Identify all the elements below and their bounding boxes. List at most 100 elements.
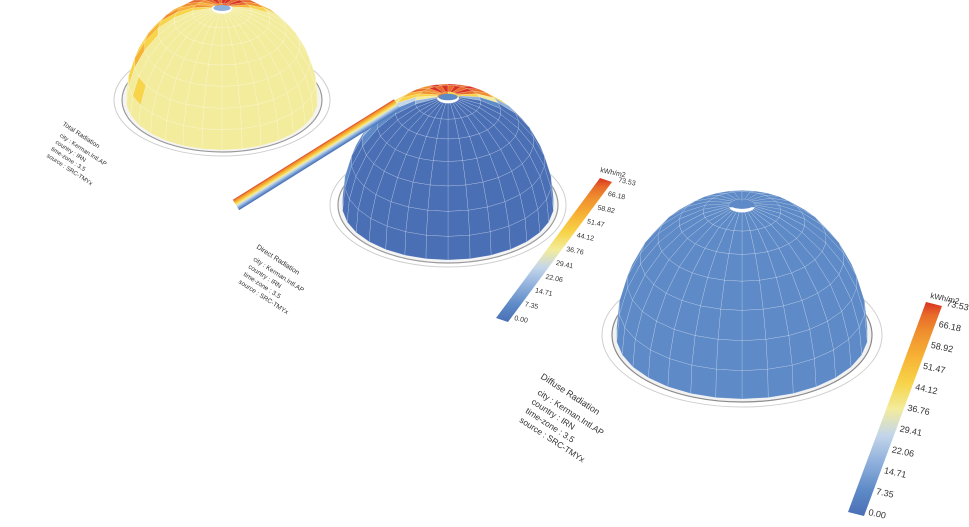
dome-patch xyxy=(221,64,239,87)
dome-patch xyxy=(788,329,815,366)
dome-patch xyxy=(752,201,780,206)
legend-tick-label: 7.35 xyxy=(875,486,894,499)
legend-tick-label: 14.71 xyxy=(534,288,553,299)
caption-total: Total Radiation city : Kerman.Intl.AP co… xyxy=(45,121,107,187)
dome-patch xyxy=(221,107,242,131)
dome-patch xyxy=(728,230,743,255)
dome-patch xyxy=(720,280,743,311)
legend-tick-label: 66.18 xyxy=(607,191,626,202)
caption-direct: Direct Radiation city : Kerman.Intl.AP c… xyxy=(237,244,305,317)
dome-patch xyxy=(249,36,271,60)
legend-tick-label: 73.53 xyxy=(618,177,637,188)
legend-tick-label: 29.41 xyxy=(899,424,923,438)
dome-patch xyxy=(458,96,481,105)
dome-patch xyxy=(754,251,777,281)
dome-patch xyxy=(221,85,241,109)
dome-patch xyxy=(778,213,806,233)
dome-patch xyxy=(765,335,793,370)
dome-patch xyxy=(404,231,427,260)
dome-patch xyxy=(449,85,462,93)
dome-patch xyxy=(183,104,205,129)
legend-tick-label: 14.71 xyxy=(883,465,907,479)
dome-patch xyxy=(741,368,769,400)
dome-total-cells xyxy=(126,0,318,151)
dome-patch xyxy=(778,243,806,274)
dome-patch xyxy=(482,177,506,208)
legend-tick-label: 0.00 xyxy=(868,507,887,520)
dome-patch xyxy=(182,125,203,150)
dome-patch xyxy=(221,128,243,151)
legend-tick-label: 51.47 xyxy=(586,219,605,230)
dome-patch xyxy=(405,206,429,236)
dome-patch xyxy=(791,266,819,301)
legend-direct: kWh/m2 0.007.3514.7122.0629.4136.7644.12… xyxy=(496,167,636,325)
dome-patch xyxy=(775,272,803,307)
dome-patch xyxy=(741,339,768,371)
dome-patch xyxy=(247,16,269,34)
dome-patch xyxy=(690,364,717,398)
dome-patch xyxy=(447,234,471,261)
dome-zenith-patch xyxy=(730,201,754,209)
legend-tick-label: 58.92 xyxy=(930,340,954,354)
dome-patch xyxy=(741,280,764,311)
dome-patch xyxy=(227,0,245,6)
legend-tick-label: 44.12 xyxy=(914,382,938,396)
legend-tick-label: 66.18 xyxy=(938,319,962,333)
caption-diffuse: Diffuse Radiation city : Kerman.Intl.AP … xyxy=(518,371,606,464)
dome-patch xyxy=(467,206,491,236)
dome-zenith-patch xyxy=(438,93,458,101)
legend-total-bar xyxy=(232,99,401,211)
dome-patch xyxy=(796,231,823,261)
dome-patch xyxy=(427,184,449,212)
legend-tick-label: 51.47 xyxy=(922,361,946,375)
dome-patch xyxy=(241,125,262,150)
dome-patch xyxy=(746,193,766,201)
dome-patch xyxy=(211,27,223,46)
dome-patch xyxy=(453,88,474,94)
legend-tick-label: 36.76 xyxy=(566,246,585,257)
dome-patch xyxy=(447,209,470,237)
legend-diffuse-bar xyxy=(848,302,942,516)
dome-patch xyxy=(447,184,469,212)
legend-tick-label: 36.76 xyxy=(907,403,931,417)
dome-zenith-patch xyxy=(213,5,231,11)
dome-patch xyxy=(767,364,794,398)
legend-total xyxy=(232,99,401,211)
dome-patch xyxy=(425,234,449,261)
dome-patch xyxy=(203,85,223,109)
dome-patch xyxy=(747,210,766,230)
dome-diffuse xyxy=(601,190,883,408)
legend-tick-label: 22.06 xyxy=(891,444,915,458)
dome-diffuse-cells xyxy=(616,190,868,400)
dome-patch xyxy=(741,308,767,341)
dome-patch xyxy=(225,0,241,5)
legend-diffuse-ticks: 0.00 7.35 14.71 22.06 29.41 36.76 44.12 51.47 58… xyxy=(868,298,969,520)
dome-patch xyxy=(751,197,777,203)
legend-direct-ticks: 0.00 7.35 14.71 22.06 29.41 36.76 44.12 51.47 58… xyxy=(514,177,637,325)
dome-patch xyxy=(447,160,467,187)
dome-patch xyxy=(230,4,251,8)
legend-tick-label: 58.82 xyxy=(597,205,616,216)
dome-patch xyxy=(269,48,290,74)
dome-patch xyxy=(691,335,719,370)
dome-patch xyxy=(478,103,502,121)
dome-patch xyxy=(715,368,743,400)
dome-patch xyxy=(231,6,252,12)
legend-tick-label: 22.06 xyxy=(545,274,564,285)
dome-patch xyxy=(426,209,449,237)
legend-direct-bar xyxy=(496,178,612,322)
legend-tick-label: 44.12 xyxy=(576,232,595,243)
dome-direct xyxy=(329,83,567,268)
dome-patch xyxy=(253,78,274,105)
dome-patch xyxy=(429,160,449,187)
dome-patch xyxy=(225,12,240,27)
dome-patch xyxy=(205,64,223,87)
dome-patch xyxy=(669,329,696,366)
dome-patch xyxy=(487,124,510,150)
legend-diffuse: kWh/m2 0.007.3514.7122.0629.4136.7644.12… xyxy=(848,291,969,521)
dome-patch xyxy=(476,107,499,126)
legend-tick-label: 7.35 xyxy=(524,301,539,311)
dome-patch xyxy=(458,95,481,101)
